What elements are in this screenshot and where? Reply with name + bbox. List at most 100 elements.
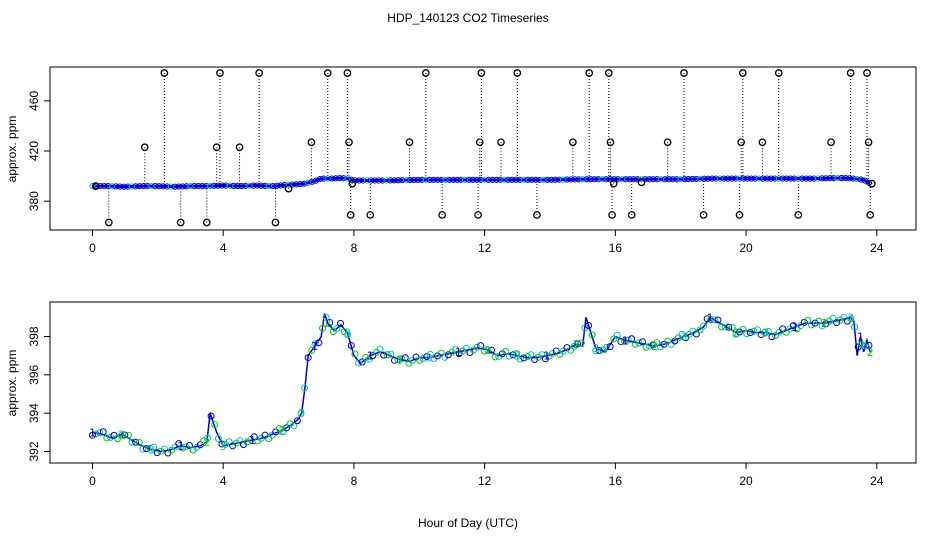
bottom-series-point bbox=[764, 327, 772, 335]
top-baseline-point bbox=[497, 176, 504, 183]
top-baseline-point bbox=[312, 177, 320, 184]
top-baseline-point bbox=[826, 175, 833, 182]
bottom-series-point bbox=[186, 442, 194, 450]
bottom-x-tick-label: 16 bbox=[609, 474, 623, 488]
bottom-y-tick-label: 392 bbox=[27, 441, 41, 461]
chart-title: HDP_140123 CO2 Timeseries bbox=[387, 11, 548, 25]
bottom-series-symbol: 3 bbox=[680, 331, 687, 344]
bottom-series-point bbox=[635, 339, 643, 347]
bottom-series-point bbox=[462, 344, 470, 352]
top-outlier-point bbox=[533, 211, 541, 219]
top-baseline-point bbox=[191, 183, 198, 190]
top-baseline-point bbox=[638, 176, 645, 183]
bottom-series-point bbox=[250, 433, 258, 441]
top-baseline-point bbox=[556, 176, 563, 183]
top-baseline-point bbox=[187, 183, 194, 190]
bottom-series-point bbox=[153, 449, 161, 457]
top-baseline-point bbox=[128, 183, 135, 190]
top-baseline-point bbox=[301, 180, 308, 187]
top-baseline-point bbox=[414, 176, 422, 183]
top-baseline-point bbox=[469, 176, 476, 183]
top-baseline-point bbox=[238, 182, 245, 190]
bottom-series-point bbox=[308, 346, 316, 354]
bottom-series-point bbox=[718, 323, 726, 331]
bottom-series-point bbox=[283, 424, 291, 432]
bottom-series-point bbox=[412, 353, 420, 361]
top-outlier-point bbox=[421, 69, 430, 77]
top-baseline-point bbox=[222, 182, 229, 189]
bottom-series-point bbox=[311, 339, 319, 347]
top-outlier-point bbox=[255, 69, 263, 77]
bottom-series-point bbox=[376, 345, 384, 353]
bottom-series-point bbox=[505, 352, 513, 360]
top-outlier-point bbox=[866, 211, 875, 219]
top-outlier-point bbox=[475, 138, 484, 147]
top-baseline-point bbox=[846, 175, 853, 182]
top-outlier-point bbox=[569, 138, 577, 147]
top-baseline-point bbox=[458, 176, 465, 183]
bottom-series-point bbox=[394, 356, 402, 364]
top-baseline-point bbox=[120, 183, 127, 190]
top-baseline-series bbox=[89, 174, 873, 190]
bottom-series-point bbox=[523, 353, 531, 361]
top-baseline-point bbox=[681, 176, 688, 183]
bottom-series-point bbox=[807, 321, 815, 329]
bottom-series-point bbox=[390, 356, 398, 364]
bottom-series-point bbox=[398, 355, 406, 363]
top-baseline-point bbox=[850, 175, 857, 182]
top-y-axis: 380 420 460 bbox=[27, 91, 50, 211]
top-outlier-point bbox=[737, 138, 746, 147]
top-outlier-point bbox=[323, 69, 332, 77]
top-baseline-point bbox=[254, 182, 261, 189]
bottom-series-symbol: 1 bbox=[455, 346, 462, 359]
top-baseline-point bbox=[367, 177, 375, 184]
top-x-tick-label: 24 bbox=[870, 241, 884, 255]
top-baseline-point bbox=[305, 179, 312, 186]
bottom-series-symbol: 2 bbox=[484, 344, 491, 357]
top-baseline-point bbox=[544, 176, 551, 183]
top-outlier-point bbox=[307, 138, 316, 147]
bottom-series-point bbox=[139, 445, 147, 453]
bottom-series-point bbox=[743, 330, 751, 338]
bottom-series-symbol: 2 bbox=[573, 338, 580, 351]
top-baseline-point bbox=[461, 176, 469, 183]
top-outlier-point bbox=[348, 179, 357, 188]
bottom-series-point bbox=[653, 339, 661, 347]
bottom-series-point bbox=[128, 438, 136, 446]
bottom-series-point bbox=[319, 324, 327, 332]
bottom-series-symbol: 2 bbox=[118, 428, 125, 441]
top-baseline-point bbox=[375, 177, 382, 184]
top-baseline-point bbox=[520, 176, 527, 183]
bottom-series-point bbox=[725, 323, 733, 331]
bottom-series-point bbox=[700, 322, 708, 330]
bottom-series-point bbox=[106, 433, 114, 441]
bottom-x-tick-label: 12 bbox=[478, 474, 492, 488]
top-baseline-point bbox=[171, 183, 178, 190]
bottom-series-symbol: 2 bbox=[203, 436, 210, 449]
bottom-series-symbol: 3 bbox=[298, 407, 305, 420]
top-baseline-point bbox=[489, 176, 496, 183]
top-baseline-point bbox=[701, 175, 708, 182]
top-baseline-point bbox=[658, 176, 665, 183]
top-x-tick-label: 12 bbox=[478, 241, 492, 255]
bottom-series-symbol: 3 bbox=[847, 311, 854, 324]
bottom-series-point bbox=[585, 322, 593, 330]
top-baseline-point bbox=[132, 183, 139, 190]
top-outlier-point bbox=[627, 211, 636, 219]
top-outlier-point bbox=[104, 218, 113, 227]
top-baseline-point bbox=[528, 176, 535, 183]
top-baseline-point bbox=[250, 182, 257, 189]
top-y-tick-label: 420 bbox=[27, 141, 41, 161]
bottom-series-point bbox=[847, 315, 855, 323]
bottom-series-point bbox=[599, 346, 607, 354]
top-baseline-point bbox=[775, 175, 782, 182]
bottom-series-symbol: 3 bbox=[592, 342, 599, 355]
top-baseline-point bbox=[559, 176, 567, 183]
bottom-series-point bbox=[211, 421, 219, 429]
top-baseline-point bbox=[579, 176, 586, 183]
top-baseline-point bbox=[446, 176, 453, 183]
top-baseline-point bbox=[344, 175, 351, 182]
top-baseline-point bbox=[183, 183, 190, 190]
bottom-x-tick-label: 8 bbox=[351, 474, 358, 488]
top-baseline-point bbox=[810, 175, 818, 182]
